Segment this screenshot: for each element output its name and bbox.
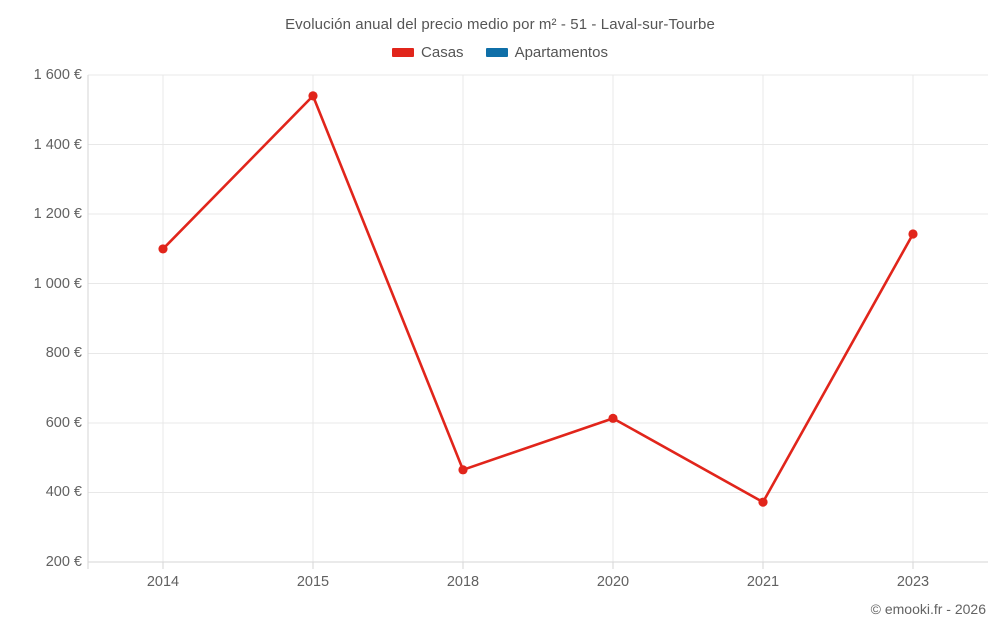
data-point-casas[interactable]: [308, 91, 318, 101]
legend-label-apartamentos: Apartamentos: [514, 44, 608, 61]
series-points-group: [158, 91, 918, 507]
y-tick-label: 200 €: [45, 554, 82, 570]
legend-item-apartamentos[interactable]: Apartamentos: [485, 44, 608, 61]
y-tick-label: 600 €: [45, 414, 82, 431]
y-tick-label: 400 €: [45, 484, 82, 501]
legend-label-casas: Casas: [421, 44, 464, 61]
x-tick-label: 2014: [146, 574, 180, 590]
y-tick-label: 1 400 €: [33, 136, 82, 153]
x-tick-label: 2015: [296, 574, 330, 590]
chart-title: Evolución anual del precio medio por m² …: [285, 16, 715, 33]
data-point-casas[interactable]: [758, 497, 768, 507]
x-tick-marks-group: [162, 562, 914, 569]
data-point-casas[interactable]: [158, 244, 168, 254]
gridlines-group: [88, 74, 988, 563]
series-lines-group: [161, 94, 915, 504]
legend-swatch-apartamentos: [485, 48, 508, 57]
x-tick-label: 2018: [446, 574, 480, 590]
legend-item-casas[interactable]: Casas: [392, 44, 464, 61]
x-tick-label: 2023: [896, 574, 930, 590]
series-line-casas: [161, 94, 915, 504]
chart-legend: Casas Apartamentos: [0, 44, 1000, 61]
axis-lines-group: [87, 75, 988, 569]
data-point-casas[interactable]: [908, 229, 918, 239]
legend-swatch-casas: [392, 48, 415, 57]
data-point-casas[interactable]: [608, 413, 618, 423]
y-axis-labels: 200 € 400 € 600 € 800 € 1 000 € 1 200 € 1 400 …: [0, 0, 82, 625]
y-tick-label: 800 €: [45, 345, 82, 362]
x-tick-label: 2021: [746, 574, 780, 590]
data-point-casas[interactable]: [458, 465, 468, 475]
footer-credit: © emooki.fr - 2026: [870, 601, 986, 617]
x-tick-label: 2020: [596, 574, 630, 590]
y-tick-label: 1 600 €: [33, 67, 82, 83]
y-tick-label: 1 200 €: [33, 206, 82, 223]
y-tick-label: 1 000 €: [33, 275, 82, 292]
